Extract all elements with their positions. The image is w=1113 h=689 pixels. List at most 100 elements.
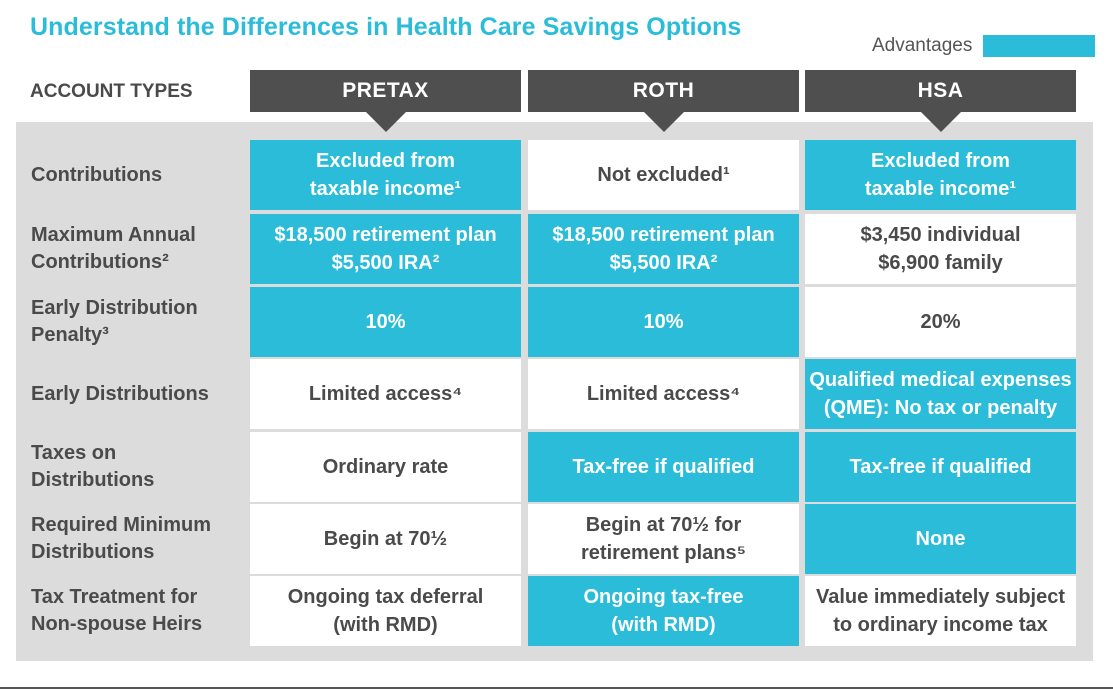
row-label: Required Minimum Distributions	[31, 504, 246, 574]
text-line-2: $5,500 IRA²	[331, 252, 440, 274]
row-label-text: Taxes on Distributions	[31, 440, 154, 494]
text-line-2: $5,500 IRA²	[609, 252, 718, 274]
table-cell: Tax-free if qualified	[528, 432, 799, 502]
table-cell: Value immediately subject to ordinary inc…	[805, 576, 1076, 646]
column-header-roth: ROTH	[528, 70, 799, 112]
row-label: Maximum Annual Contributions²	[31, 214, 246, 284]
text-line-1: Value immediately subject	[816, 586, 1065, 608]
row-label: Contributions	[31, 140, 246, 210]
text-line-1: Qualified medical expenses	[809, 369, 1072, 391]
text-line-1: Begin at 70½	[323, 528, 448, 550]
table-cell: Begin at 70½	[250, 504, 521, 574]
text-line-1: $18,500 retirement plan	[274, 224, 497, 246]
cell-text: Tax-free if qualified	[850, 453, 1032, 481]
table-cell: Limited access⁴	[250, 359, 521, 429]
header-pointer-pretax	[365, 112, 406, 132]
text-line-2: $6,900 family	[878, 252, 1003, 274]
page-title: Understand the Differences in Health Car…	[30, 13, 742, 41]
row-label-text: Tax Treatment for Non-spouse Heirs	[31, 584, 202, 638]
text-line-1: 20%	[920, 311, 961, 333]
text-line-2: taxable income¹	[309, 178, 462, 200]
text-line-1: Limited access⁴	[308, 383, 463, 405]
row-label: Taxes on Distributions	[31, 432, 246, 502]
table-cell: Not excluded¹	[528, 140, 799, 210]
text-line-1: Ongoing tax-free	[583, 586, 744, 608]
text-line-2: Penalty³	[31, 324, 109, 346]
cell-text: $18,500 retirement plan $5,500 IRA²	[274, 221, 496, 277]
cell-text: Limited access⁴	[587, 380, 740, 408]
text-line-2: to ordinary income tax	[833, 614, 1048, 636]
cell-text: Ongoing tax deferral (with RMD)	[288, 583, 484, 639]
table-cell: Limited access⁴	[528, 359, 799, 429]
table-cell: 10%	[528, 287, 799, 357]
cell-text: Begin at 70½ for retirement plans⁵	[581, 511, 746, 567]
cell-text: Tax-free if qualified	[573, 453, 755, 481]
text-line-1: Taxes on	[31, 442, 117, 464]
text-line-2: Non-spouse Heirs	[31, 613, 203, 635]
text-line-1: Tax-free if qualified	[572, 456, 755, 478]
text-line-2: Distributions	[31, 469, 155, 491]
table-cell: None	[805, 504, 1076, 574]
cell-text: Excluded from taxable income¹	[310, 147, 461, 203]
row-label: Tax Treatment for Non-spouse Heirs	[31, 576, 246, 646]
text-line-1: None	[915, 528, 966, 550]
cell-text: Qualified medical expenses (QME): No tax …	[809, 366, 1071, 422]
table-cell: Tax-free if qualified	[805, 432, 1076, 502]
table-cell: 10%	[250, 287, 521, 357]
table-cell: $18,500 retirement plan $5,500 IRA²	[250, 214, 521, 284]
column-header-pretax: PRETAX	[250, 70, 521, 112]
text-line-2: (QME): No tax or penalty	[823, 397, 1058, 419]
text-line-1: 10%	[643, 311, 684, 333]
text-line-1: $18,500 retirement plan	[552, 224, 775, 246]
text-line-1: Contributions	[31, 163, 163, 186]
table-cell: $3,450 individual $6,900 family	[805, 214, 1076, 284]
legend: Advantages	[872, 34, 1096, 58]
cell-text: None	[916, 525, 966, 553]
table-cell: 20%	[805, 287, 1076, 357]
text-line-2: retirement plans⁵	[581, 542, 746, 564]
text-line-1: $3,450 individual	[860, 224, 1021, 246]
cell-text: Not excluded¹	[597, 161, 729, 189]
header-pointer-roth	[643, 112, 684, 132]
bottom-divider	[0, 687, 1113, 689]
table-cell: Ongoing tax-free (with RMD)	[528, 576, 799, 646]
account-types-label: ACCOUNT TYPES	[30, 81, 193, 102]
cell-text: Ordinary rate	[323, 453, 449, 481]
text-line-1: Required Minimum	[31, 514, 212, 536]
cell-text: Limited access⁴	[309, 380, 462, 408]
cell-text: $18,500 retirement plan $5,500 IRA²	[552, 221, 774, 277]
header-pointer-hsa	[920, 112, 961, 132]
table-cell: Begin at 70½ for retirement plans⁵	[528, 504, 799, 574]
table-cell: Excluded from taxable income¹	[250, 140, 521, 210]
text-line-1: Maximum Annual	[31, 224, 196, 246]
table-cell: $18,500 retirement plan $5,500 IRA²	[528, 214, 799, 284]
cell-text: Value immediately subject to ordinary inc…	[816, 583, 1065, 639]
cell-text: 10%	[643, 308, 683, 336]
text-line-2: Contributions²	[31, 251, 169, 273]
cell-text: Begin at 70½	[324, 525, 447, 553]
text-line-2: Distributions	[31, 541, 155, 563]
text-line-1: Not excluded¹	[597, 164, 730, 186]
row-label-text: Early Distributions	[31, 381, 209, 408]
text-line-1: Excluded from	[316, 150, 455, 172]
cell-text: Excluded from taxable income¹	[865, 147, 1016, 203]
text-line-1: Ordinary rate	[322, 456, 449, 478]
table-cell: Qualified medical expenses (QME): No tax …	[805, 359, 1076, 429]
row-label-text: Maximum Annual Contributions²	[31, 222, 196, 276]
text-line-1: Tax Treatment for	[31, 586, 198, 608]
legend-label: Advantages	[872, 35, 973, 56]
text-line-2: (with RMD)	[611, 614, 716, 636]
legend-swatch	[983, 35, 1096, 57]
table-cell: Ordinary rate	[250, 432, 521, 502]
text-line-1: Tax-free if qualified	[849, 456, 1032, 478]
table-cell: Excluded from taxable income¹	[805, 140, 1076, 210]
row-label-text: Contributions	[31, 162, 162, 189]
row-label: Early Distributions	[31, 359, 246, 429]
text-line-2: (with RMD)	[333, 614, 438, 636]
cell-text: $3,450 individual $6,900 family	[860, 221, 1020, 277]
text-line-1: Begin at 70½ for	[585, 514, 742, 536]
cell-text: 10%	[365, 308, 405, 336]
text-line-1: Early Distribution	[31, 297, 198, 319]
text-line-1: Excluded from	[871, 150, 1010, 172]
column-header-hsa: HSA	[805, 70, 1076, 112]
